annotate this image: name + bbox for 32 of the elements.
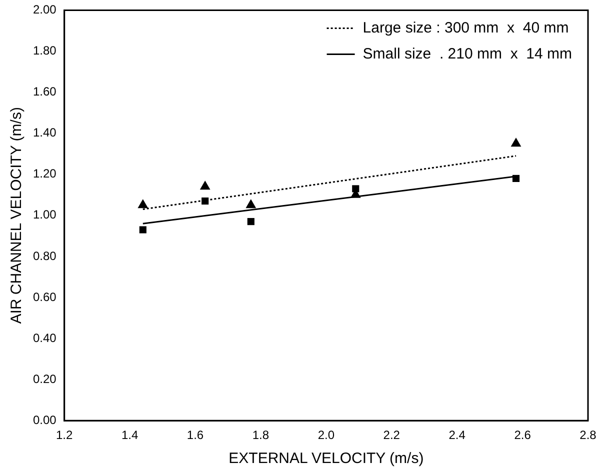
y-tick-label: 0.20 bbox=[32, 372, 57, 386]
point bbox=[246, 199, 256, 208]
y-tick-label: 1.60 bbox=[32, 84, 57, 99]
y-tick-label: 0.40 bbox=[32, 330, 57, 345]
x-tick-label: 2.4 bbox=[448, 428, 466, 442]
x-axis-title: EXTERNAL VELOCITY (m/s) bbox=[228, 450, 424, 468]
x-tick-label: 2.6 bbox=[514, 428, 532, 442]
y-tick-label: 1.40 bbox=[32, 126, 57, 140]
x-tick-label: 1.6 bbox=[186, 428, 204, 442]
point bbox=[200, 180, 210, 190]
y-tick-label: 0.80 bbox=[32, 248, 57, 263]
point bbox=[139, 226, 146, 234]
x-tick-label: 1.2 bbox=[56, 428, 74, 442]
y-tick-label: 2.00 bbox=[32, 2, 57, 17]
point bbox=[247, 218, 254, 226]
x-tick-label: 2.8 bbox=[580, 428, 597, 442]
x-tick-label: 2.0 bbox=[318, 428, 335, 442]
y-axis-title: AIR CHANNEL VELOCITY (m/s) bbox=[8, 107, 26, 324]
x-tick-label: 1.4 bbox=[121, 428, 138, 442]
legend-label: Small size . 210 mm x 14 mm bbox=[362, 45, 572, 62]
y-tick-label: 0.00 bbox=[32, 412, 57, 427]
point bbox=[202, 198, 209, 205]
point bbox=[138, 199, 148, 208]
point bbox=[512, 174, 520, 182]
y-tick-label: 1.80 bbox=[32, 44, 57, 58]
x-tick-label: 2.2 bbox=[383, 428, 400, 442]
y-tick-label: 1.00 bbox=[32, 208, 57, 222]
x-tick-label: 1.8 bbox=[252, 428, 270, 442]
y-tick-label: 1.20 bbox=[32, 166, 57, 181]
point bbox=[510, 138, 522, 147]
y-tick-label: 0.60 bbox=[32, 290, 57, 304]
legend-label: Large size : 300 mm x 40 mm bbox=[362, 19, 569, 36]
